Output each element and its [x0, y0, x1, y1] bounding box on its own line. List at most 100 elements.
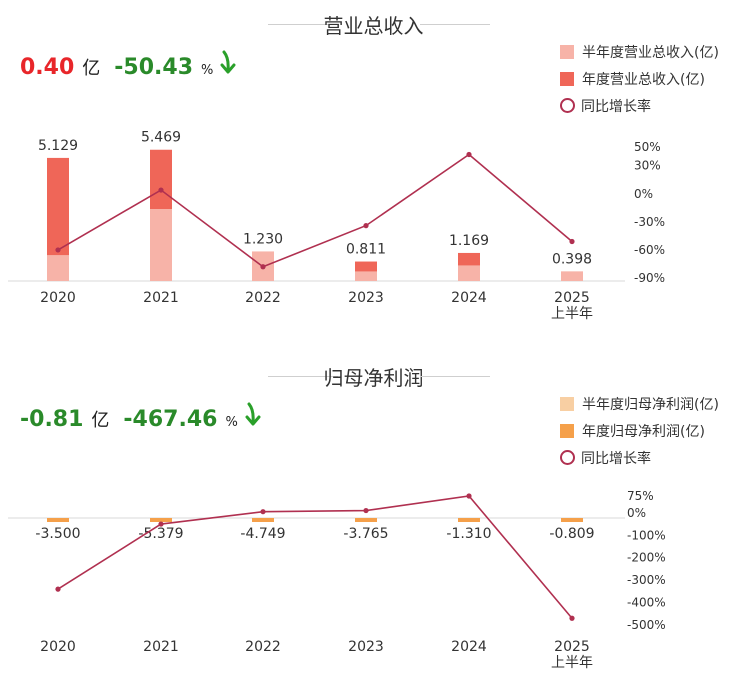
revenue-change: -50.43 — [114, 55, 193, 80]
legend-swatch — [560, 423, 574, 438]
growth-rate-line — [57, 495, 573, 619]
revenue-title-row: 营业总收入 — [0, 10, 747, 38]
bar-value-label: -5.379 — [138, 526, 183, 542]
y-right-tick-label: -300% — [627, 573, 666, 587]
y-right-tick-label: -400% — [627, 596, 666, 610]
x-tick-label: 2021 — [143, 639, 179, 655]
half-year-bar — [47, 255, 69, 281]
x-tick-label: 2025 — [554, 639, 590, 655]
netprofit-title-row: 归母净利润 — [0, 362, 747, 390]
annual-bar — [561, 518, 583, 522]
y-right-tick-label: -60% — [634, 243, 665, 257]
bar-value-label: -0.809 — [549, 526, 594, 542]
x-tick-label: 2021 — [143, 290, 179, 306]
netprofit-change-unit: % — [225, 415, 238, 430]
x-tick-label: 上半年 — [551, 655, 593, 671]
x-tick-label: 2022 — [245, 290, 281, 306]
growth-rate-point — [260, 509, 266, 515]
legend-circle-icon — [560, 450, 575, 465]
y-right-tick-label: -30% — [634, 215, 665, 229]
growth-rate-point — [466, 151, 472, 158]
x-tick-label: 2023 — [348, 639, 384, 655]
x-tick-label: 2022 — [245, 639, 281, 655]
bar-value-label: -4.749 — [240, 526, 285, 542]
revenue-change-unit: % — [201, 63, 214, 78]
down-arrow-icon — [244, 402, 262, 434]
bar-value-label: 1.230 — [243, 231, 283, 247]
x-tick-label: 2025 — [554, 290, 590, 306]
y-right-tick-label: 75% — [627, 489, 654, 503]
annual-bar — [355, 518, 377, 522]
x-tick-label: 2024 — [451, 290, 487, 306]
revenue-summary: 0.40 亿 -50.43% — [20, 50, 237, 82]
x-tick-label: 2024 — [451, 639, 487, 655]
legend-circle-icon — [560, 98, 575, 113]
legend-item-yoy-growth[interactable]: 同比增长率 — [560, 92, 719, 119]
half-year-bar — [150, 209, 172, 281]
netprofit-panel: 归母净利润 -0.81 亿 -467.46% 半年度归母净利润(亿) 年度归母净利润… — [0, 352, 747, 684]
bar-value-label: -3.500 — [35, 526, 80, 542]
growth-rate-point — [260, 264, 266, 270]
legend-label: 同比增长率 — [581, 450, 651, 467]
netprofit-change: -467.46 — [123, 407, 218, 432]
half-year-bar — [458, 265, 480, 281]
legend-item-half-year-revenue[interactable]: 半年度营业总收入(亿) — [560, 38, 719, 65]
netprofit-summary: -0.81 亿 -467.46% — [20, 402, 262, 434]
revenue-panel: 营业总收入 0.40 亿 -50.43% 半年度营业总收入(亿) 年度营业总收入(亿… — [0, 0, 747, 340]
netprofit-chart: -3.500 2020 -5.379 2021 -4.749 2022 -3.765 2023… — [8, 489, 666, 671]
y-right-tick-label: 0% — [634, 187, 653, 201]
y-right-tick-label: 0% — [627, 506, 646, 520]
x-tick-label: 上半年 — [551, 306, 593, 322]
legend-label: 半年度营业总收入(亿) — [582, 44, 719, 61]
down-arrow-icon — [219, 50, 237, 82]
bar-value-label: 1.169 — [449, 233, 489, 249]
growth-rate-point — [569, 615, 575, 621]
legend-swatch — [560, 44, 574, 59]
y-right-tick-label: 50% — [634, 140, 661, 154]
legend-label: 年度归母净利润(亿) — [582, 423, 705, 440]
legend-item-half-year-profit[interactable]: 半年度归母净利润(亿) — [560, 390, 719, 417]
netprofit-legend: 半年度归母净利润(亿) 年度归母净利润(亿) 同比增长率 — [560, 390, 719, 471]
revenue-legend: 半年度营业总收入(亿) 年度营业总收入(亿) 同比增长率 — [560, 38, 719, 119]
title-divider-right — [420, 376, 490, 377]
y-right-tick-label: -200% — [627, 551, 666, 565]
legend-swatch — [560, 71, 574, 86]
y-right-tick-label: -90% — [634, 271, 665, 285]
title-divider-left — [268, 376, 338, 377]
legend-item-annual-profit[interactable]: 年度归母净利润(亿) — [560, 417, 719, 444]
legend-swatch — [560, 396, 574, 411]
growth-rate-line — [57, 153, 573, 268]
title-divider-left — [268, 24, 338, 25]
x-tick-label: 2023 — [348, 290, 384, 306]
legend-label: 年度营业总收入(亿) — [582, 71, 705, 88]
y-right-tick-label: -100% — [627, 528, 666, 542]
growth-rate-point — [363, 223, 369, 229]
growth-rate-point — [569, 238, 575, 245]
annual-bar — [47, 518, 69, 522]
bar-value-label: 0.398 — [552, 251, 592, 267]
growth-rate-point — [158, 187, 164, 193]
annual-bar — [458, 518, 480, 522]
growth-rate-point — [55, 247, 61, 253]
growth-rate-point — [363, 507, 369, 514]
revenue-chart: 5.129 2020 5.469 2021 1.230 2022 0.811 2023 1.16… — [8, 130, 665, 322]
annual-bar — [47, 157, 69, 281]
bar-value-label: -3.765 — [343, 526, 388, 542]
bar-value-label: -1.310 — [446, 526, 491, 542]
legend-label: 同比增长率 — [581, 98, 651, 115]
bar-value-label: 5.469 — [141, 130, 181, 146]
legend-item-annual-revenue[interactable]: 年度营业总收入(亿) — [560, 65, 719, 92]
growth-rate-point — [55, 586, 61, 592]
netprofit-value: -0.81 — [20, 407, 84, 432]
x-tick-label: 2020 — [40, 290, 76, 306]
y-right-tick-label: -500% — [627, 618, 666, 632]
legend-item-yoy-growth[interactable]: 同比增长率 — [560, 444, 719, 471]
half-year-bar — [561, 271, 583, 281]
x-tick-label: 2020 — [40, 639, 76, 655]
annual-bar — [150, 518, 172, 522]
revenue-value-unit: 亿 — [82, 58, 101, 79]
legend-label: 半年度归母净利润(亿) — [582, 396, 719, 413]
netprofit-title: 归母净利润 — [323, 366, 424, 390]
y-right-tick-label: 30% — [634, 159, 661, 173]
growth-rate-point — [158, 521, 164, 527]
